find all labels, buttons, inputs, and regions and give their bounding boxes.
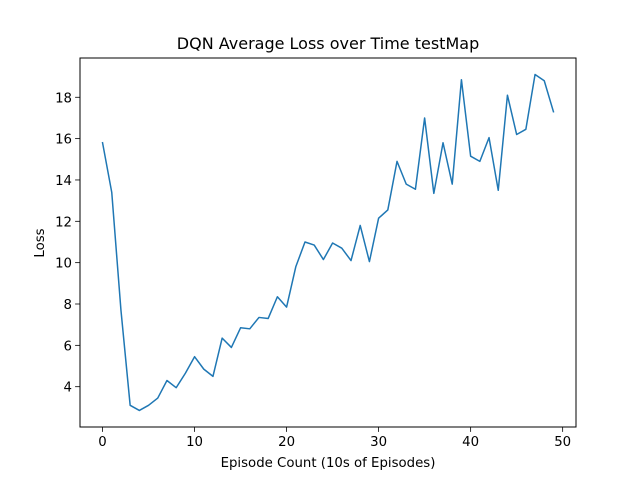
y-tick-label: 12: [55, 215, 72, 230]
y-tick-label: 6: [64, 339, 72, 354]
y-tick-label: 18: [55, 91, 72, 106]
plot-area: [101, 73, 555, 412]
x-tick-label: 0: [98, 435, 106, 450]
x-tick-label: 50: [554, 435, 571, 450]
y-tick-label: 8: [64, 298, 72, 313]
axes-frame: [79, 57, 577, 428]
x-tick-label: 20: [278, 435, 295, 450]
x-tick-label: 40: [462, 435, 479, 450]
series-line: [101, 73, 555, 412]
x-tick-label: 10: [186, 435, 203, 450]
x-axis-label: Episode Count (10s of Episodes): [221, 456, 436, 471]
y-tick-label: 16: [55, 133, 72, 148]
y-tick-label: 14: [55, 174, 72, 189]
x-axis: 0 10 20 30 40 50: [98, 427, 571, 450]
y-tick-label: 10: [55, 257, 72, 272]
x-tick-label: 30: [370, 435, 387, 450]
chart-title: DQN Average Loss over Time testMap: [177, 34, 479, 53]
y-axis-label: Loss: [33, 228, 48, 257]
y-tick-label: 4: [64, 381, 72, 396]
y-axis: 4 6 8 10 12 14 16 18: [55, 91, 80, 396]
